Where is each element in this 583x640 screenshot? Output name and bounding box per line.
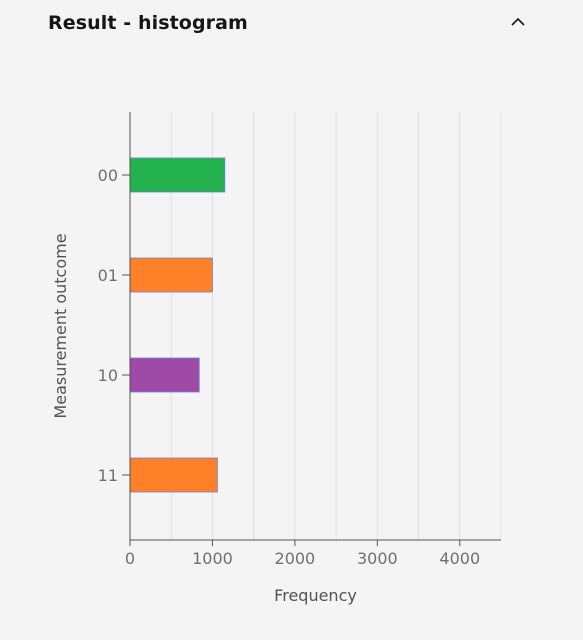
bars (129, 157, 226, 493)
y-tick-label: 10 (98, 366, 118, 385)
chevron-up-icon (511, 17, 525, 26)
y-tick-label: 11 (98, 466, 118, 485)
x-tick-label: 2000 (275, 549, 316, 568)
x-tick-label: 3000 (357, 549, 398, 568)
bar-11 (129, 457, 218, 493)
axes (122, 112, 501, 546)
panel-title: Result - histogram (48, 12, 248, 34)
x-axis-label: Frequency (274, 586, 357, 605)
y-tick-label: 01 (98, 266, 118, 285)
collapse-button[interactable] (506, 10, 530, 34)
y-tick-label: 00 (98, 166, 118, 185)
histogram-panel-header: Result - histogram (0, 0, 583, 52)
x-tick-label: 1000 (192, 549, 233, 568)
x-tick-label: 4000 (439, 549, 480, 568)
bar-10 (129, 357, 200, 393)
bar-01 (129, 257, 213, 293)
y-axis-label: Measurement outcome (51, 233, 70, 418)
bar-00 (129, 157, 226, 193)
x-tick-label: 0 (125, 549, 135, 568)
